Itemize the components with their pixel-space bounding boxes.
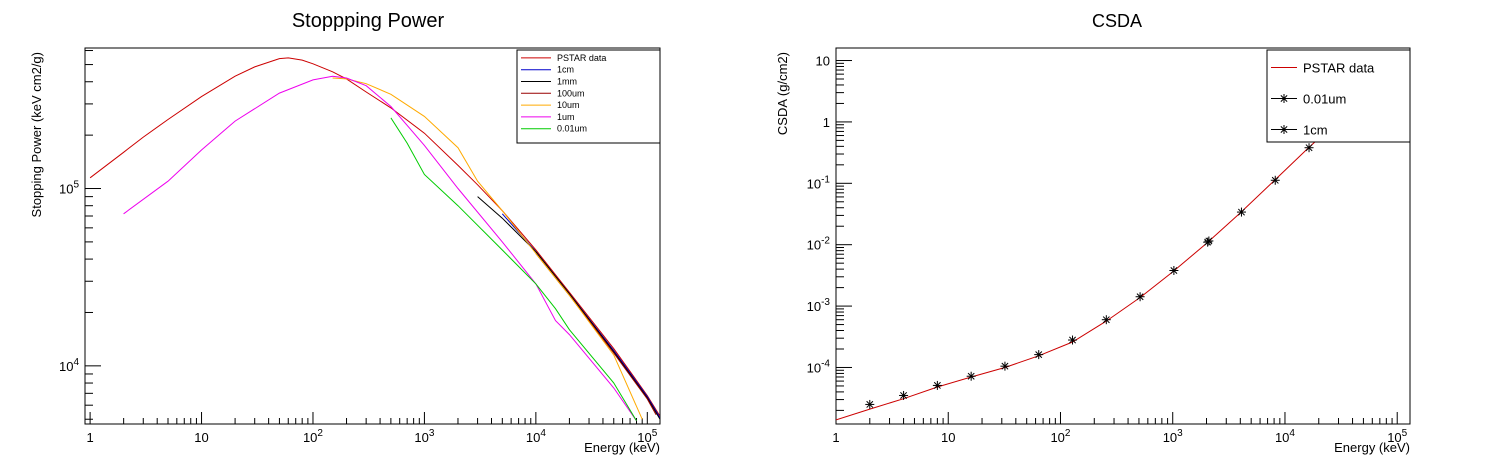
legend-label: 1mm [557,77,577,87]
x-tick-label: 102 [303,428,323,445]
y-tick-label: 105 [59,180,79,197]
y-tick-label: 10 [816,54,830,69]
x-axis-ticks: 1 10 102 103 104 105 [84,412,658,445]
series-1um [123,75,637,422]
x-tick-label: 105 [637,428,657,445]
series-100um [535,253,657,415]
legend-label: PSTAR data [557,53,606,63]
x-tick-label: 104 [1275,428,1295,445]
data-point [1135,292,1145,302]
data-point [1236,207,1246,217]
y-tick-label: 10-4 [807,358,831,375]
x-tick-label: 103 [1163,428,1183,445]
y-axis-label: CSDA (g/cm2) [775,52,790,135]
x-tick-label: 10 [941,430,955,445]
plot-frame [835,47,1411,425]
y-axis-ticks: 10-4 10-3 10-2 10-1 1 10 [807,54,852,411]
data-point [1169,265,1179,275]
legend: PSTAR data 0.01um 1cm [1266,49,1411,143]
data-point [932,380,942,390]
legend-entry: 1cm [1271,123,1328,138]
legend-entry: 1cm [521,65,574,75]
y-tick-label: 10-3 [807,297,831,314]
series-group [89,57,660,422]
legend-label: 0.01um [1303,92,1346,107]
data-point [1068,335,1078,345]
legend-entry: 100um [521,88,585,98]
legend-label: 10um [557,100,580,110]
series-0-01um [390,117,637,422]
series-1mm [477,196,660,420]
legend-entry: 1um [521,112,575,122]
y-axis-ticks: 104 105 [59,50,101,420]
data-point [899,390,909,400]
x-axis-ticks: 1 10 102 103 104 105 [832,412,1408,445]
x-tick-label: 102 [1050,428,1070,445]
data-point [1270,175,1280,185]
y-tick-label: 1 [823,115,830,130]
legend-label: 1cm [1303,123,1328,138]
legend-label: PSTAR data [1303,61,1375,76]
series-group [836,128,1330,421]
csda-chart: CSDA Energy (keV) CSDA (g/cm2) 1 10 102 103… [775,11,1411,455]
x-axis-label: Energy (keV) [584,440,660,455]
legend-box [516,49,661,144]
x-tick-label: 104 [526,428,546,445]
data-point [1034,350,1044,360]
x-tick-label: 1 [832,430,839,445]
series-10um [332,77,643,420]
data-point [1000,361,1010,371]
x-tick-label: 10 [194,430,208,445]
y-axis-label: Stopping Power (keV cm2/g) [29,52,44,217]
series-pstar-data [836,128,1330,421]
plot-area: 1 10 102 103 104 105 104 105 [59,47,661,445]
x-tick-label: 1 [86,430,93,445]
data-point [865,399,875,409]
y-tick-label: 10-1 [807,174,831,191]
series-0-01um [865,143,1314,409]
legend-label: 0.01um [557,124,587,134]
chart-title: Stoppping Power [292,10,445,32]
legend-entry: PSTAR data [1271,61,1375,76]
legend-entry: 0.01um [521,124,587,134]
stopping-power-chart: Stoppping Power Energy (keV) Stopping Po… [29,10,661,455]
series-1cm [1204,236,1214,246]
legend-box [1266,49,1411,143]
chart-title: CSDA [1092,11,1142,31]
x-axis-label: Energy (keV) [1334,440,1410,455]
legend-label: 1um [557,112,575,122]
y-tick-label: 10-2 [807,236,831,253]
data-point [1101,315,1111,325]
legend-entry: 10um [521,100,580,110]
series-pstar-data [89,57,660,417]
plot-area: 1 10 102 103 104 105 10-4 10-3 10-2 10-1 1 10 [807,47,1411,445]
data-point [1304,143,1314,153]
x-tick-label: 103 [414,428,434,445]
legend-entry: 0.01um [1271,92,1346,107]
y-tick-label: 104 [59,357,79,374]
legend-label: 100um [557,88,585,98]
plot-frame [84,47,661,425]
legend-entry: PSTAR data [521,53,606,63]
legend-label: 1cm [557,65,574,75]
series-1cm [501,213,660,418]
legend-entry: 1mm [521,77,577,87]
data-point [966,371,976,381]
data-point [1204,236,1214,246]
x-tick-label: 105 [1387,428,1407,445]
